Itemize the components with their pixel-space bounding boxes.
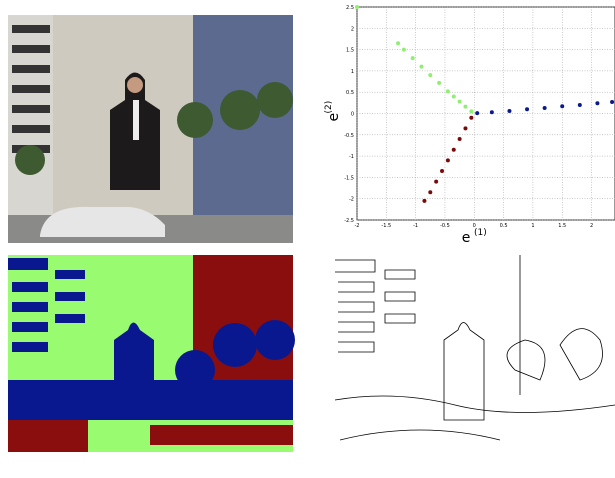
y-tick-label: -2.5 <box>344 218 354 224</box>
point <box>445 158 450 163</box>
y-tick-label: -2 <box>349 197 354 203</box>
point <box>401 47 406 52</box>
point <box>440 169 445 174</box>
point <box>428 190 433 195</box>
x-tick-label: -2 <box>355 223 360 229</box>
x-tick-label: 1.5 <box>558 223 566 229</box>
point <box>437 80 442 85</box>
point <box>419 64 424 69</box>
point <box>355 5 359 9</box>
point <box>542 105 547 110</box>
point <box>507 108 512 113</box>
point <box>475 111 480 116</box>
point <box>451 94 456 99</box>
y-axis-label-group: e(2) <box>324 101 342 122</box>
photo <box>8 15 293 243</box>
x-axis-label-sup: (1) <box>474 228 487 238</box>
y-axis-label: e <box>326 113 342 122</box>
x-axis-label: e <box>462 230 471 246</box>
scatter-plot: -2 -1.5 -1 -0.5 0 0.5 1 1.5 2-2.5-2-1.5-1-0.500.… <box>324 5 615 246</box>
point <box>396 41 401 46</box>
point <box>469 115 474 120</box>
point <box>463 104 468 109</box>
edge-image <box>334 255 615 452</box>
x-tick-label: 2 <box>590 223 593 229</box>
point <box>560 104 565 109</box>
x-tick-label: -1.5 <box>381 223 391 229</box>
y-tick-label: 2 <box>351 26 354 32</box>
point <box>434 179 439 184</box>
y-tick-label: 1 <box>351 69 354 75</box>
point <box>489 110 494 115</box>
x-tick-label: 1 <box>531 223 534 229</box>
point <box>428 73 433 78</box>
plot-area <box>356 6 615 221</box>
x-tick-label: 0 <box>473 223 476 229</box>
point <box>457 99 462 104</box>
y-tick-label: -1 <box>349 154 354 160</box>
point <box>463 126 468 131</box>
point <box>445 89 450 94</box>
point <box>577 102 582 107</box>
y-tick-label: 2.5 <box>346 5 354 11</box>
segmentation-image <box>8 255 295 452</box>
y-tick-label: 0 <box>351 112 354 118</box>
y-tick-label: -1.5 <box>344 175 354 181</box>
point <box>610 99 615 104</box>
y-tick-label: 1.5 <box>346 48 354 54</box>
point <box>451 147 456 152</box>
y-tick-label: -0.5 <box>344 133 354 139</box>
point <box>410 56 415 61</box>
x-tick-label: 0.5 <box>500 223 508 229</box>
point <box>469 109 474 114</box>
x-tick-label: -0.5 <box>440 223 450 229</box>
point <box>422 198 427 203</box>
point <box>457 137 462 142</box>
y-axis-label-sup: (2) <box>324 101 334 114</box>
point <box>595 101 600 106</box>
point <box>525 107 530 112</box>
x-tick-label: -1 <box>413 223 418 229</box>
y-tick-label: 0.5 <box>346 90 354 96</box>
